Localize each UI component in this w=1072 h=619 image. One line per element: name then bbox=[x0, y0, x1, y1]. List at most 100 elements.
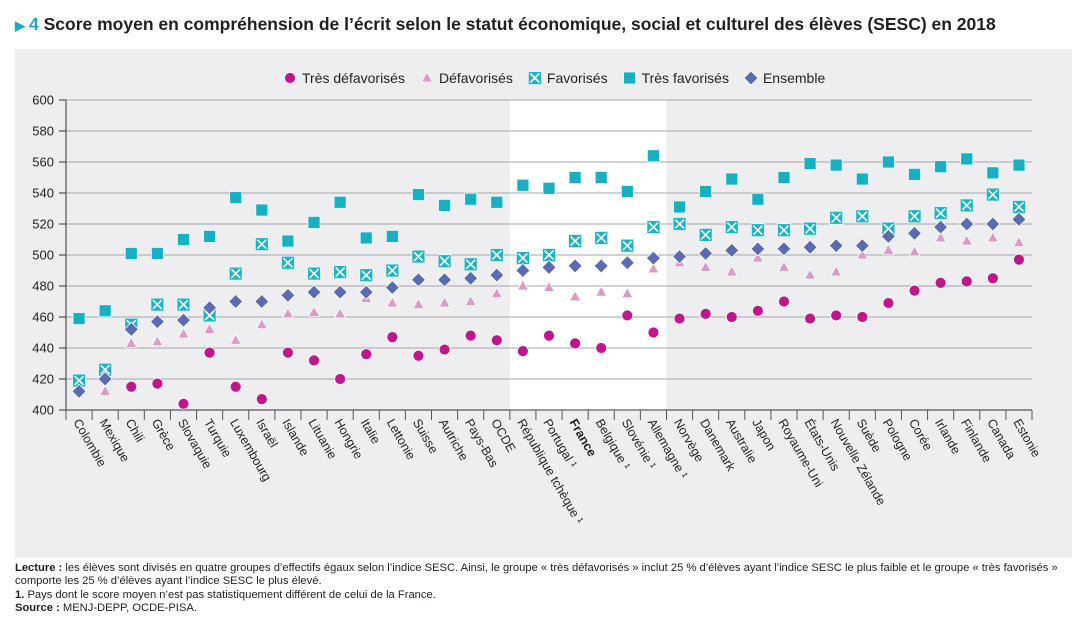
data-point-tres-defavorises bbox=[882, 297, 895, 309]
data-point-ensemble bbox=[645, 250, 661, 266]
data-point-favorises bbox=[176, 297, 191, 312]
data-point-tres-favorises bbox=[1012, 158, 1026, 172]
data-point-ensemble bbox=[619, 255, 635, 271]
data-point-tres-favorises bbox=[882, 155, 895, 169]
data-point-tres-favorises bbox=[124, 247, 138, 260]
footnote-label: 1. bbox=[15, 588, 25, 601]
data-point-defavorises bbox=[542, 280, 556, 292]
data-point-ensemble bbox=[880, 228, 896, 244]
data-point-favorises bbox=[281, 255, 295, 270]
source-label: Source : bbox=[15, 602, 60, 615]
data-point-ensemble bbox=[175, 312, 192, 328]
legend-label-tres-favorises: Très favorisés bbox=[642, 70, 729, 86]
data-point-defavorises bbox=[1012, 235, 1026, 248]
data-point-defavorises bbox=[960, 234, 973, 246]
chart-panel: 400 420 440 460 480 500 520 540 560 580 600 Colombi… bbox=[15, 49, 1072, 558]
y-tick-label: 440 bbox=[32, 341, 54, 356]
data-point-tres-favorises bbox=[333, 195, 347, 209]
data-point-tres-favorises bbox=[229, 191, 243, 205]
data-point-ensemble bbox=[854, 238, 870, 254]
source-text: MENJ-DEPP, OCDE-PISA. bbox=[59, 602, 197, 615]
y-tick-label: 420 bbox=[32, 372, 54, 387]
data-point-defavorises bbox=[255, 317, 268, 330]
data-point-defavorises bbox=[203, 322, 216, 334]
data-point-favorises bbox=[620, 238, 635, 253]
data-point-defavorises bbox=[151, 334, 164, 347]
x-tick-label: Italie bbox=[358, 417, 383, 447]
lecture-note: Lecture : les élèves sont divisés en qua… bbox=[15, 562, 1065, 589]
data-point-tres-favorises bbox=[412, 188, 425, 201]
data-point-tres-defavorises bbox=[673, 312, 686, 325]
data-point-ensemble bbox=[593, 258, 609, 274]
data-point-tres-defavorises bbox=[229, 380, 242, 393]
data-point-tres-favorises bbox=[751, 192, 765, 206]
legend-marker-ensemble bbox=[743, 70, 759, 86]
y-tick-label: 500 bbox=[32, 248, 54, 263]
data-point-ensemble bbox=[306, 284, 322, 300]
data-point-ensemble bbox=[959, 216, 975, 232]
data-point-favorises bbox=[881, 221, 896, 236]
data-point-favorises bbox=[333, 265, 348, 279]
data-point-favorises bbox=[568, 234, 583, 248]
data-point-ensemble bbox=[802, 239, 818, 255]
data-point-tres-defavorises bbox=[151, 377, 164, 390]
y-tick-label: 460 bbox=[32, 310, 54, 325]
legend-label-favorises: Favorisés bbox=[547, 70, 608, 86]
figure-number: 4 bbox=[29, 14, 39, 34]
data-point-tres-defavorises bbox=[621, 309, 634, 322]
x-tick-label: Grèce bbox=[149, 417, 178, 454]
data-point-tres-defavorises bbox=[255, 393, 268, 406]
data-point-tres-favorises bbox=[177, 233, 190, 246]
data-point-tres-defavorises bbox=[778, 295, 790, 308]
data-point-ensemble bbox=[358, 284, 374, 300]
data-point-tres-favorises bbox=[255, 203, 269, 217]
data-point-defavorises bbox=[125, 336, 138, 348]
data-point-tres-favorises bbox=[594, 171, 608, 184]
data-point-defavorises bbox=[882, 243, 895, 255]
data-point-tres-defavorises bbox=[203, 346, 216, 359]
data-point-tres-defavorises bbox=[177, 397, 190, 410]
data-point-tres-defavorises bbox=[699, 307, 712, 320]
data-point-ensemble bbox=[541, 259, 557, 275]
data-point-ensemble bbox=[515, 262, 531, 279]
legend-marker-defavorises bbox=[420, 71, 434, 83]
data-point-tres-defavorises bbox=[1013, 253, 1025, 266]
data-point-defavorises bbox=[386, 296, 399, 308]
data-point-defavorises bbox=[856, 248, 869, 260]
data-point-ensemble bbox=[776, 241, 792, 257]
y-tick-label: 560 bbox=[32, 155, 54, 170]
data-point-favorises bbox=[829, 210, 844, 225]
data-point-defavorises bbox=[934, 231, 947, 243]
data-point-tres-favorises bbox=[829, 158, 843, 172]
data-point-ensemble bbox=[828, 238, 844, 254]
data-point-tres-defavorises bbox=[647, 326, 660, 339]
data-point-tres-defavorises bbox=[360, 348, 373, 361]
figure-title-text: Score moyen en compréhension de l’écrit … bbox=[43, 14, 996, 34]
data-point-favorises bbox=[307, 266, 321, 281]
legend-marker-favorises bbox=[527, 71, 542, 85]
data-point-ensemble bbox=[750, 241, 766, 257]
data-point-ensemble bbox=[985, 216, 1001, 232]
data-point-defavorises bbox=[647, 262, 660, 274]
data-point-favorises bbox=[228, 266, 243, 281]
data-point-favorises bbox=[411, 249, 426, 264]
data-point-defavorises bbox=[464, 294, 477, 306]
data-point-tres-favorises bbox=[438, 198, 451, 212]
data-point-ensemble bbox=[228, 293, 244, 310]
data-point-favorises bbox=[985, 187, 1000, 202]
source-note: Source : MENJ-DEPP, OCDE-PISA. bbox=[15, 602, 1065, 615]
data-point-defavorises bbox=[751, 251, 765, 263]
data-point-favorises bbox=[724, 220, 739, 235]
data-point-tres-favorises bbox=[855, 172, 869, 186]
data-point-tres-defavorises bbox=[386, 331, 399, 344]
y-tick-label: 400 bbox=[32, 403, 54, 418]
data-point-ensemble bbox=[489, 267, 505, 283]
data-point-ensemble bbox=[463, 270, 479, 286]
data-point-tres-defavorises bbox=[725, 311, 738, 323]
data-point-favorises bbox=[698, 227, 713, 242]
data-point-tres-favorises bbox=[385, 229, 399, 243]
data-point-ensemble bbox=[254, 293, 270, 310]
scatter-chart: 400420440460480500520540560580600Colombi… bbox=[32, 70, 1043, 526]
footnote-text: Pays dont le score moyen n’est pas stati… bbox=[24, 588, 436, 601]
data-point-defavorises bbox=[412, 297, 425, 310]
